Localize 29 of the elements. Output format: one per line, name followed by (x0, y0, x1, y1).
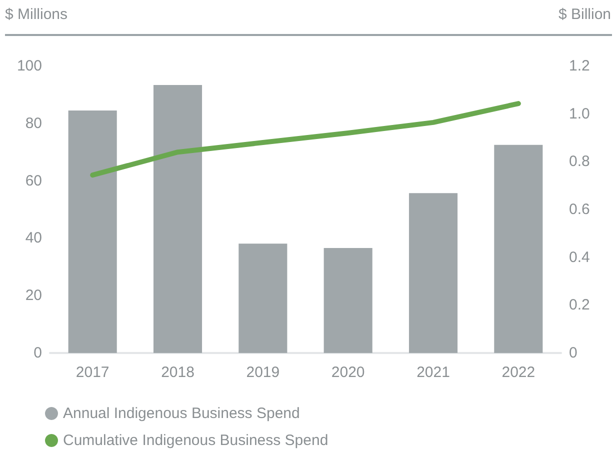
y2-tick-label: 0.4 (569, 248, 590, 266)
x-tick-label: 2018 (161, 364, 194, 381)
bar (324, 248, 372, 353)
x-tick-label: 2022 (502, 364, 536, 381)
bar (68, 110, 117, 353)
y2-tick-label: 0.6 (569, 201, 590, 218)
bar (153, 84, 202, 353)
bar (408, 193, 458, 353)
y-tick-label: 0 (34, 344, 42, 362)
legend-label: Annual Indigenous Business Spend (63, 405, 300, 422)
y-axis-title: $ Millions (5, 6, 68, 23)
y-tick-label: 100 (16, 58, 42, 74)
y2-tick-label: 0.2 (569, 296, 590, 314)
y2-tick-label: 0.8 (569, 153, 590, 170)
y2-axis-title: $ Billion (558, 6, 611, 23)
x-tick-label: 2021 (416, 364, 450, 381)
y-tick-label: 40 (25, 230, 42, 247)
y2-tick-label: 1.2 (569, 58, 590, 74)
y2-tick-label: 1.0 (569, 105, 590, 122)
x-tick-label: 2017 (76, 364, 110, 381)
y-tick-label: 60 (25, 172, 42, 190)
y2-tick-label: 0 (569, 344, 578, 362)
x-tick-label: 2019 (246, 364, 280, 381)
bar (238, 244, 288, 353)
y-tick-label: 20 (25, 287, 42, 304)
x-tick-label: 2020 (331, 364, 365, 381)
y-tick-label: 80 (25, 114, 42, 132)
legend-label: Cumulative Indigenous Business Spend (63, 432, 328, 449)
bar (494, 144, 543, 353)
